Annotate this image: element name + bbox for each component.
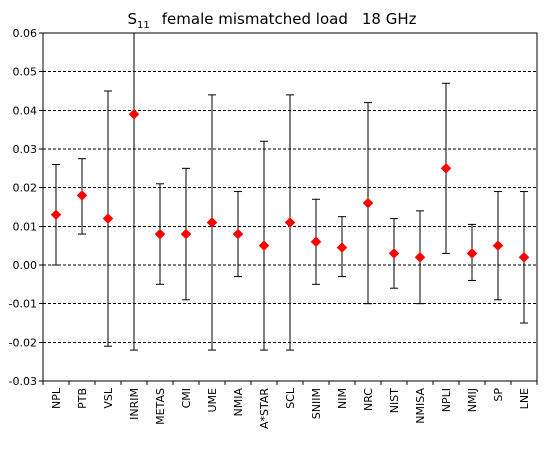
plot-frame [42,32,538,382]
x-category-label: CMI [180,388,193,408]
x-category-label: NMISA [414,388,427,424]
title-symbol: S [128,10,138,28]
data-point-marker [50,209,62,221]
x-category-label: NPL [50,387,63,409]
x-category-label: NMIA [232,388,245,417]
data-point-marker [284,217,296,228]
title-text: female mismatched load [162,10,348,28]
data-point-marker [206,217,218,228]
y-tick-label: 0.03 [13,143,38,156]
y-tick-label: -0.01 [9,298,37,311]
y-tick-label: 0.02 [13,182,38,195]
x-category-label: NMIJ [466,388,479,412]
x-category-label: PTB [76,388,89,409]
data-point-marker [76,190,88,201]
x-category-labels: NPL PTB VSL INRIM METAS CMI UME NMIA A*STAR SCL SN… [50,387,531,429]
data-points [50,108,530,263]
y-tick-label: 0.04 [13,104,38,117]
title-frequency: 18 GHz [362,10,417,28]
x-category-label: SP [492,388,505,402]
x-category-label: NRC [362,388,375,411]
data-point-marker [102,213,114,224]
data-point-marker [336,242,348,253]
x-category-label: NPLI [440,388,453,412]
data-point-marker [310,236,322,248]
y-tick-label: 0.01 [13,220,38,233]
x-category-label: NIM [336,388,349,409]
x-category-label: VSL [102,387,115,409]
x-category-label: UME [206,388,219,413]
title-subscript: 11 [137,20,150,31]
data-point-marker [492,240,504,252]
data-point-marker [180,228,192,240]
x-category-label: METAS [154,388,167,425]
data-point-marker [232,228,244,240]
data-point-marker [440,162,452,174]
y-tick-label: -0.02 [9,336,37,349]
x-category-label: INRIM [128,388,141,420]
y-tick-label: 0.00 [13,259,38,272]
x-category-label: SCL [284,387,297,409]
data-point-marker [388,248,400,259]
y-tick-label: -0.03 [9,375,37,388]
data-point-marker [154,228,166,240]
x-category-label: SNIIM [310,388,323,419]
y-tick-label: 0.06 [13,27,38,40]
chart-title: S11 female mismatched load 18 GHz [128,10,417,31]
x-category-label: A*STAR [258,388,271,429]
data-point-marker [466,248,478,259]
data-point-marker [128,108,140,120]
data-point-marker [414,251,426,263]
y-tick-labels: 0.06 0.05 0.04 0.03 0.02 0.01 0.00 -0.01 -0.02 -0… [9,27,37,388]
data-point-marker [258,240,270,252]
y-tick-label: 0.05 [13,66,38,79]
x-category-label: NIST [388,388,401,413]
x-category-label: LNE [518,388,531,409]
data-point-marker [362,197,374,209]
error-bars [52,33,528,351]
axes [39,32,538,385]
data-point-marker [518,251,530,263]
